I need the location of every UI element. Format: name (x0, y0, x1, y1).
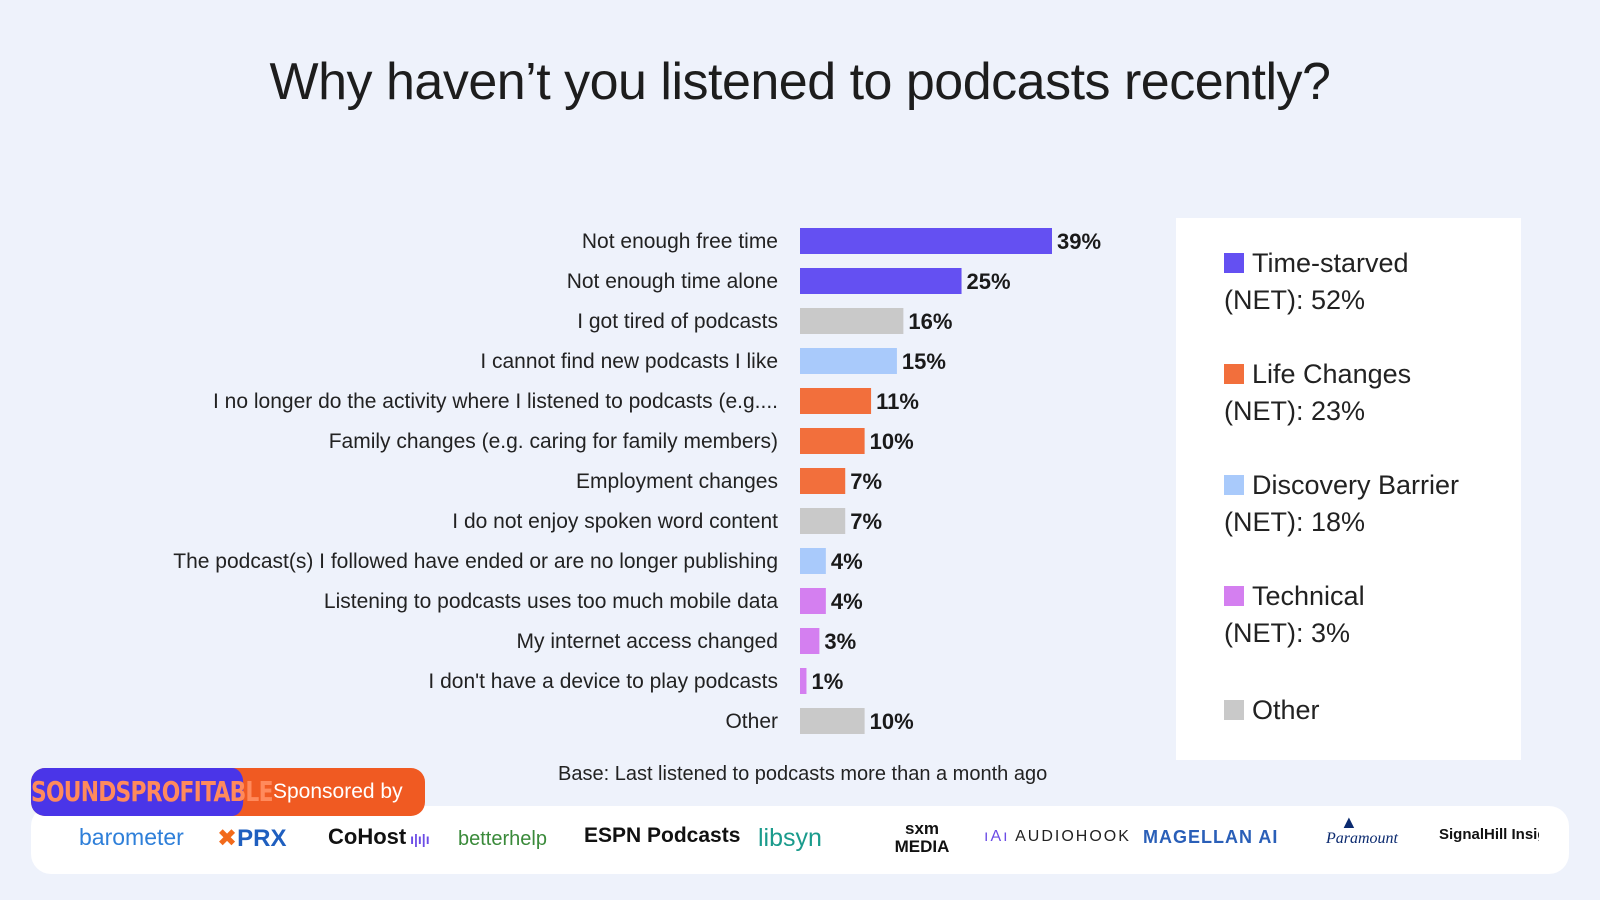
value-label: 7% (850, 509, 882, 534)
legend-swatch (1224, 586, 1244, 606)
bar (800, 668, 807, 694)
chart-title: Why haven’t you listened to podcasts rec… (269, 53, 1331, 111)
value-label: 4% (831, 589, 863, 614)
bar (800, 468, 846, 494)
value-label: 7% (850, 469, 882, 494)
legend-swatch (1224, 700, 1244, 720)
legend-label: Life Changes (1252, 359, 1412, 389)
legend-item-time-starved: Time-starved (NET): 52% (1224, 245, 1409, 319)
bar (800, 548, 826, 574)
category-label: My internet access changed (517, 630, 778, 653)
magellan-ai-logo[interactable]: MAGELLAN AI (1143, 827, 1279, 847)
legend-label: Other (1252, 695, 1320, 725)
base-note: Base: Last listened to podcasts more tha… (558, 763, 1048, 785)
sponsor-logo-bar: barometer ✖PRX CoHost ı|ı|ı betterhelp E… (31, 806, 1569, 874)
bar (800, 228, 1052, 254)
value-label: 10% (870, 429, 914, 454)
bar (800, 708, 865, 734)
value-label: 10% (870, 709, 914, 734)
legend-swatch (1224, 253, 1244, 273)
category-label: Not enough time alone (567, 270, 778, 293)
category-label: I do not enjoy spoken word content (452, 510, 778, 533)
legend-sublabel: (NET): 23% (1224, 396, 1366, 426)
paramount-logo-text: Paramount (1326, 830, 1398, 847)
category-label: Employment changes (576, 470, 778, 493)
category-label: I don't have a device to play podcasts (428, 670, 778, 693)
value-label: 3% (824, 629, 856, 654)
audiohook-logo-text: AUDIOHOOK (1015, 828, 1131, 845)
legend: Time-starved (NET): 52% Life Changes (NE… (1176, 218, 1521, 760)
category-label: I got tired of podcasts (577, 310, 778, 333)
prx-logo-text: PRX (237, 825, 287, 852)
category-label: Not enough free time (582, 230, 778, 253)
audiohook-icon: ıAı (984, 828, 1016, 845)
value-label: 1% (811, 669, 843, 694)
bar (800, 308, 904, 334)
legend-sublabel: (NET): 3% (1224, 618, 1351, 648)
legend-sublabel: (NET): 18% (1224, 507, 1366, 537)
barometer-logo[interactable]: barometer (79, 824, 184, 850)
cohost-logo[interactable]: CoHost ı|ı|ı (328, 824, 430, 850)
legend-swatch (1224, 475, 1244, 495)
value-label: 25% (967, 269, 1011, 294)
category-label: Other (725, 710, 778, 733)
sponsor-pill: SOUNDSPROFITABLE Sponsored by (31, 768, 425, 816)
legend-swatch (1224, 364, 1244, 384)
betterhelp-logo[interactable]: betterhelp (458, 828, 547, 850)
prx-logo[interactable]: ✖PRX (217, 824, 286, 853)
bar (800, 348, 897, 374)
bar (800, 628, 820, 654)
signalhill-logo[interactable]: SignalHill Insights (1439, 826, 1539, 843)
sponsored-by-label: Sponsored by (273, 780, 403, 803)
value-label: 39% (1057, 229, 1101, 254)
category-label: Family changes (e.g. caring for family m… (329, 430, 778, 453)
sxm-media-logo[interactable]: sxm MEDIA (894, 819, 950, 856)
bar (800, 508, 846, 534)
mountain-icon: ▲ (1340, 812, 1358, 832)
legend-sublabel: (NET): 52% (1224, 285, 1366, 315)
legend-item-discovery-barrier: Discovery Barrier (NET): 18% (1224, 467, 1459, 541)
legend-item-technical: Technical (NET): 3% (1224, 578, 1365, 652)
legend-label: Time-starved (1252, 248, 1409, 278)
category-label: Listening to podcasts uses too much mobi… (324, 590, 778, 613)
value-label: 4% (831, 549, 863, 574)
legend-item-other: Other (1224, 692, 1320, 729)
espn-podcasts-logo[interactable]: ESPN Podcasts (584, 824, 741, 847)
sounds-profitable-logo[interactable]: SOUNDSPROFITABLE (31, 768, 273, 816)
legend-item-life-changes: Life Changes (NET): 23% (1224, 356, 1411, 430)
legend-label: Technical (1252, 581, 1365, 611)
libsyn-logo[interactable]: libsyn (758, 824, 822, 852)
bar (800, 268, 962, 294)
cohost-logo-text: CoHost (328, 824, 407, 849)
audiohook-logo[interactable]: ıAı AUDIOHOOK (984, 828, 1131, 846)
category-label: I no longer do the activity where I list… (213, 390, 778, 413)
category-label: I cannot find new podcasts I like (480, 350, 778, 373)
legend-label: Discovery Barrier (1252, 470, 1460, 500)
bar-chart: Not enough free time 39% Not enough time a… (173, 228, 1101, 734)
category-label: The podcast(s) I followed have ended or … (173, 550, 778, 573)
value-label: 11% (876, 389, 919, 414)
bar (800, 428, 865, 454)
soundwave-icon: ı|ı|ı (406, 831, 430, 847)
paramount-logo[interactable]: ▲ Paramount (1326, 812, 1398, 848)
bar (800, 388, 872, 414)
bar (800, 588, 826, 614)
prx-mark-icon: ✖ (217, 825, 238, 852)
value-label: 16% (908, 309, 952, 334)
value-label: 15% (902, 349, 946, 374)
